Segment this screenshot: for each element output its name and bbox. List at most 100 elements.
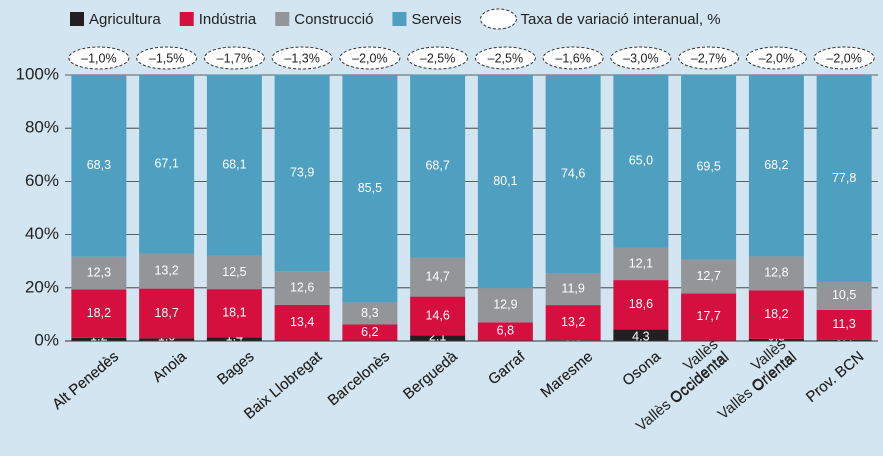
change-badge	[407, 46, 469, 70]
bar-segment	[342, 302, 398, 325]
data-label: 6,2	[361, 325, 378, 339]
data-label: 73,9	[290, 165, 314, 179]
data-label: 6,8	[497, 324, 514, 338]
data-label: 69,5	[696, 159, 720, 173]
bar-segment	[613, 247, 669, 281]
legend-label: Construcció	[294, 11, 373, 28]
bar-segment	[342, 324, 398, 341]
data-label: 12,6	[290, 280, 314, 294]
data-label: 68,7	[425, 158, 449, 172]
x-tick-label: Alt PenedèsAlt Penedès	[49, 348, 122, 413]
data-label: 14,6	[425, 308, 449, 322]
bar-segment	[410, 296, 466, 336]
data-label: 13,2	[561, 315, 585, 329]
data-label: 68,3	[87, 158, 111, 172]
bar-segment	[477, 322, 533, 341]
data-label: 74,6	[561, 167, 585, 181]
bar-segment	[748, 290, 804, 339]
bar-segment	[613, 280, 669, 330]
y-tick-label: 40%	[25, 224, 59, 243]
bar-segment	[206, 255, 262, 290]
bar-segment	[274, 74, 330, 272]
bar-segment	[71, 256, 127, 290]
data-label: 13,2	[154, 263, 178, 277]
legend-swatch	[479, 8, 517, 30]
data-label: 77,8	[832, 171, 856, 185]
data-label: 4,3	[632, 329, 649, 343]
x-tick-label: BerguedàBerguedà	[400, 348, 461, 403]
data-label: 17,7	[696, 309, 720, 323]
data-label: 65,0	[629, 154, 653, 168]
change-label: –2,5%	[420, 51, 455, 65]
bar-segment	[545, 75, 601, 274]
x-tick-label: GarrafGarraf	[485, 348, 529, 389]
legend-label: Taxa de variació interanual, %	[520, 11, 720, 28]
y-tick-label: 0%	[34, 330, 59, 349]
bar-segment	[410, 335, 466, 341]
y-tick-label: 60%	[25, 171, 59, 190]
y-tick-label: 20%	[25, 277, 59, 296]
change-badge	[339, 46, 401, 70]
x-tick-label: Prov. BCNProv. BCN	[803, 348, 867, 406]
data-label: 68,1	[222, 158, 246, 172]
x-tick-label: BarcelonèsBarcelonès	[325, 348, 393, 409]
change-badge	[68, 46, 130, 70]
change-label: –1,0%	[81, 51, 116, 65]
bar-segment	[139, 288, 195, 339]
x-tick-label: Vallès OccidentalVallèsOccidental	[623, 336, 733, 436]
change-label: –1,5%	[149, 51, 184, 65]
data-label: 12,9	[493, 298, 517, 312]
change-label: –1,7%	[217, 51, 252, 65]
data-label: 18,2	[764, 307, 788, 321]
x-tick-label: BagesBages	[214, 348, 258, 388]
x-tick-label: MaresmeMaresme	[537, 348, 596, 401]
change-badge	[136, 46, 198, 70]
bar-segment	[816, 281, 872, 310]
bar-segment	[748, 338, 804, 341]
bar-segment	[613, 329, 669, 341]
bar-segment	[410, 74, 466, 258]
data-label: 67,1	[154, 157, 178, 171]
bar-segment	[477, 288, 533, 323]
bar-segment	[71, 75, 127, 257]
bar-segment	[274, 271, 330, 305]
legend-label: Indústria	[199, 11, 257, 28]
y-tick-label: 100%	[16, 64, 59, 83]
change-label: –2,7%	[691, 51, 726, 65]
bar-segment	[139, 338, 195, 341]
change-badge	[813, 46, 875, 70]
change-badge	[474, 46, 536, 70]
bar-segment	[206, 74, 262, 256]
change-badge	[271, 46, 333, 70]
data-label: 11,3	[832, 317, 855, 331]
change-badge	[745, 46, 807, 70]
data-label: 13,4	[290, 315, 314, 329]
x-tick-label: AnoiaAnoia	[149, 348, 190, 386]
change-label: –1,6%	[555, 51, 590, 65]
bar-segment	[545, 305, 601, 341]
data-label: 18,6	[629, 297, 653, 311]
legend-swatch	[70, 12, 84, 26]
bar-segment	[139, 75, 195, 254]
legend-label: Agricultura	[89, 11, 161, 28]
data-label: 18,1	[222, 305, 246, 319]
data-label: 8,3	[361, 306, 378, 320]
data-label: 12,7	[696, 269, 720, 283]
bar-segment	[748, 75, 804, 257]
legend-label: Serveis	[411, 11, 461, 28]
x-tick-label: OsonaOsona	[619, 348, 664, 390]
legend-swatch	[179, 12, 194, 26]
bar-segment	[613, 75, 669, 248]
legend-swatch	[392, 12, 407, 26]
data-label: 12,1	[629, 256, 653, 270]
bar-segment	[71, 337, 127, 341]
bar-segment	[206, 337, 262, 341]
data-label: 10,5	[832, 288, 856, 302]
change-label: –2,5%	[488, 51, 523, 65]
data-label: 18,2	[87, 306, 111, 320]
y-tick-label: 80%	[25, 118, 59, 137]
bar-segment	[274, 304, 330, 341]
data-label: 85,5	[358, 181, 382, 195]
bar-segment	[681, 293, 737, 341]
change-label: –1,3%	[284, 51, 319, 65]
